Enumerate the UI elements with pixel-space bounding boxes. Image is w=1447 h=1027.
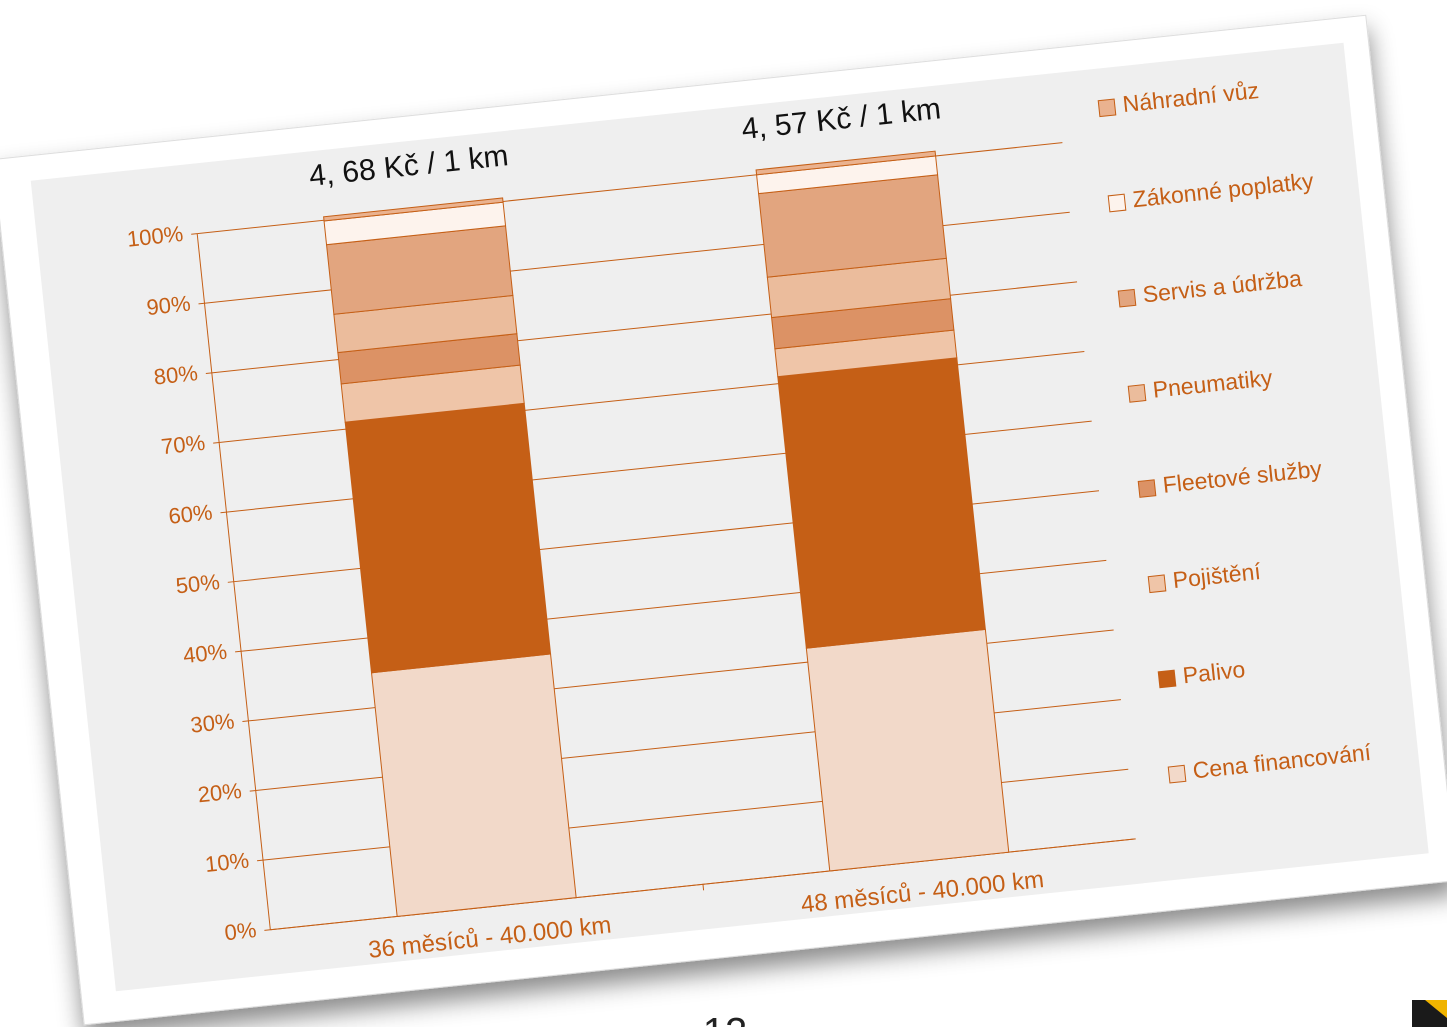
x-tick (702, 884, 705, 891)
chart-card: 0%10%20%30%40%50%60%70%80%90%100%36 měsí… (0, 14, 1447, 1026)
bar-segment (777, 357, 986, 649)
page-number: 12 (703, 1011, 748, 1027)
y-tick-label: 10% (204, 848, 250, 877)
bar-segment (805, 628, 1010, 872)
legend-swatch (1147, 574, 1167, 594)
y-tick-label: 90% (145, 291, 191, 320)
legend-swatch (1137, 479, 1157, 498)
tick-mark (242, 720, 249, 723)
y-tick-label: 40% (182, 639, 228, 668)
tick-mark (205, 372, 212, 374)
tick-mark (220, 511, 227, 514)
bar-segment (323, 197, 504, 222)
tick-mark (264, 929, 271, 931)
bar-segment (755, 150, 937, 176)
y-tick-label: 0% (223, 917, 257, 945)
y-axis (196, 233, 271, 930)
legend-swatch (1107, 193, 1127, 213)
legend-label: Palivo (1181, 656, 1246, 688)
y-tick-label: 50% (175, 569, 221, 598)
y-tick-label: 20% (196, 778, 242, 807)
legend-swatch (1097, 98, 1117, 118)
legend-swatch (1157, 669, 1177, 689)
y-tick-label: 100% (126, 221, 185, 252)
tick-mark (235, 650, 242, 653)
tick-mark (198, 302, 205, 305)
legend-swatch (1167, 764, 1187, 784)
logo-accent (1425, 1000, 1447, 1018)
y-tick-label: 70% (160, 430, 206, 459)
tick-mark (191, 233, 198, 235)
bar-segment (370, 653, 577, 917)
y-tick-label: 60% (167, 499, 213, 528)
y-tick-label: 30% (189, 708, 235, 737)
tick-mark (249, 790, 256, 792)
tick-mark (227, 581, 234, 583)
tick-mark (213, 441, 220, 444)
legend-swatch (1117, 288, 1137, 308)
legend-swatch (1127, 384, 1147, 403)
bar-segment (344, 402, 552, 674)
tick-mark (257, 859, 264, 862)
y-tick-label: 80% (153, 360, 199, 389)
